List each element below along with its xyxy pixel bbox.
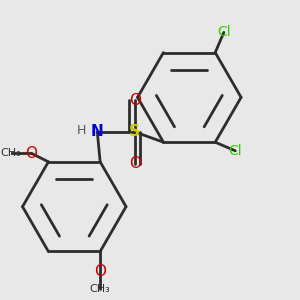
Text: O: O [129, 93, 141, 108]
Text: CH₃: CH₃ [1, 148, 21, 158]
Text: S: S [129, 124, 140, 140]
Text: CH₃: CH₃ [90, 284, 110, 294]
Text: O: O [129, 156, 141, 171]
Text: O: O [94, 264, 106, 279]
Text: H: H [77, 124, 86, 137]
Text: Cl: Cl [229, 144, 242, 158]
Text: N: N [91, 124, 104, 140]
Text: Cl: Cl [217, 26, 231, 39]
Text: O: O [25, 146, 37, 161]
